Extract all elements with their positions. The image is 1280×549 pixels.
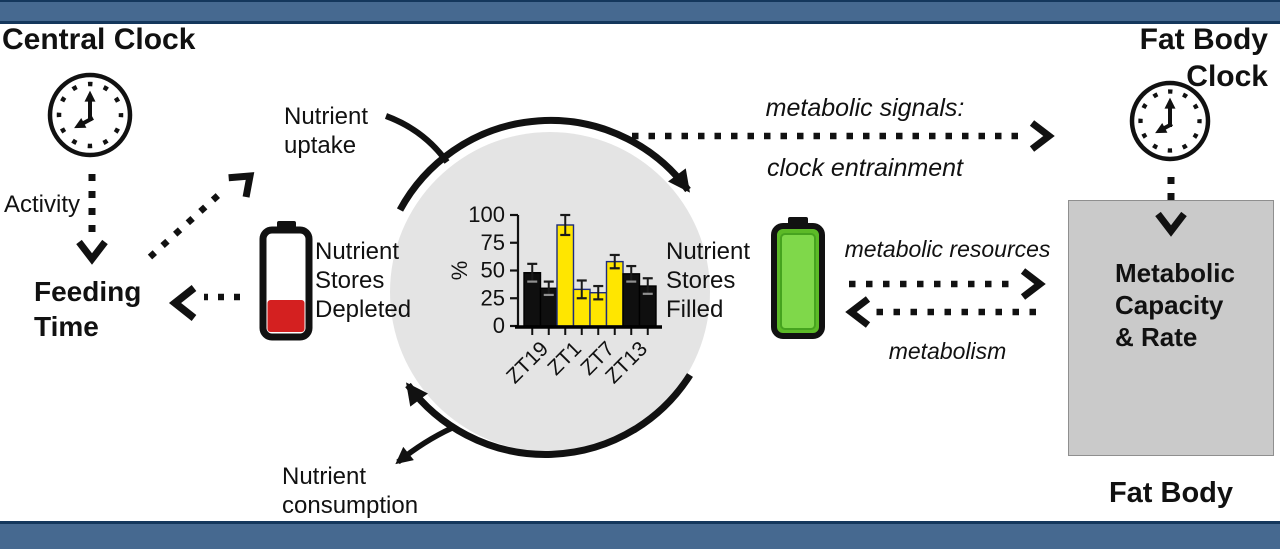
cycle-arc-bottom-arrow [405,373,693,458]
metabolic-capacity-label: Metabolic Capacity & Rate [1115,258,1235,352]
metabolic-resources-label: metabolic resources [844,236,1051,262]
nutrient-stores-filled-label: Nutrient Stores Filled [666,238,751,323]
right-chevron-icon [1020,268,1046,300]
battery-depleted-icon [259,221,313,341]
cycle-arc-top-arrow [396,116,691,212]
svg-text:%: % [447,261,472,281]
metabolic-capacity-box: Metabolic Capacity & Rate [1068,200,1274,456]
top-border-bar [0,0,1280,24]
svg-text:100: 100 [468,202,505,227]
activity-label: Activity [4,191,81,218]
feeding-time-label: Feeding Time [34,276,142,342]
left-chevron-icon [845,296,871,328]
svg-text:ZT1: ZT1 [543,337,586,380]
svg-text:75: 75 [481,230,505,255]
svg-text:ZT13: ZT13 [601,337,652,388]
fat-body-clock-title: Fat Body Clock [1139,23,1268,93]
down-chevron-icon [76,239,108,265]
up-right-chevron-icon [228,172,255,198]
central-clock-icon [47,72,133,158]
metabolism-label: metabolism [888,338,1007,364]
right-chevron-icon [1029,120,1055,152]
nutrient-consumption-arrow [395,425,454,465]
fat-body-label: Fat Body [1108,477,1234,509]
clock-entrainment-label: clock entrainment [767,154,963,182]
nutrient-stores-depleted-label: Nutrient Stores Depleted [315,238,412,323]
battery-filled-icon [771,217,825,339]
cycle-circle [390,132,710,452]
svg-text:25: 25 [481,285,505,310]
left-chevron-icon [168,285,197,321]
svg-text:ZT19: ZT19 [502,337,553,388]
svg-text:0: 0 [493,313,505,338]
nutrient-consumption-label: Nutrient consumption [282,463,419,519]
svg-text:ZT7: ZT7 [576,337,619,380]
feeding-to-uptake-dotted-line [147,187,227,260]
metabolic-signals-label: metabolic signals: [765,94,965,122]
central-clock-title: Central Clock [2,23,196,56]
svg-text:50: 50 [481,258,505,283]
nutrient-uptake-curve [384,113,450,164]
bottom-border-bar [0,521,1280,549]
nutrient-uptake-label: Nutrient uptake [284,103,369,159]
